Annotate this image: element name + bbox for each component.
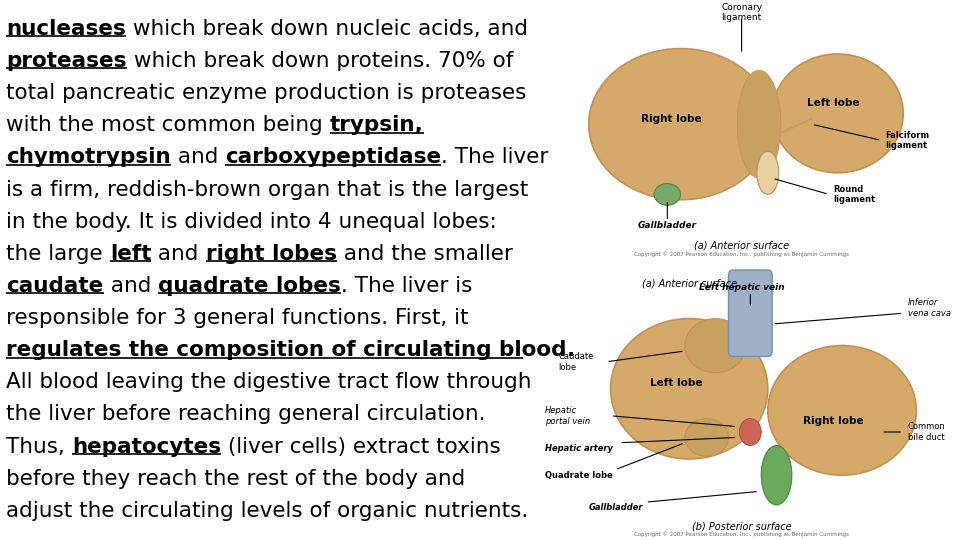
Text: the liver before reaching general circulation.: the liver before reaching general circul… xyxy=(7,404,486,424)
Text: Left lobe: Left lobe xyxy=(650,379,703,388)
Ellipse shape xyxy=(611,319,768,459)
Text: adjust the circulating levels of organic nutrients.: adjust the circulating levels of organic… xyxy=(7,501,529,521)
Ellipse shape xyxy=(761,446,792,505)
Ellipse shape xyxy=(768,346,916,475)
Text: right lobes: right lobes xyxy=(205,244,337,264)
Ellipse shape xyxy=(772,54,903,173)
FancyBboxPatch shape xyxy=(729,270,772,356)
Ellipse shape xyxy=(737,70,780,178)
Text: Copyright © 2007 Pearson Education, Inc., publishing as Benjamin Cummings: Copyright © 2007 Pearson Education, Inc.… xyxy=(635,532,849,537)
Text: nucleases: nucleases xyxy=(7,19,126,39)
Text: and: and xyxy=(152,244,205,264)
Text: (liver cells) extract toxins: (liver cells) extract toxins xyxy=(221,436,501,457)
Text: Falciform
ligament: Falciform ligament xyxy=(886,131,930,150)
Text: Quadrate lobe: Quadrate lobe xyxy=(545,471,612,480)
Text: Caudate
lobe: Caudate lobe xyxy=(558,352,593,372)
Text: which break down nucleic acids, and: which break down nucleic acids, and xyxy=(126,19,528,39)
Text: Inferior
vena cava: Inferior vena cava xyxy=(907,298,950,318)
Text: is a firm, reddish-brown organ that is the largest: is a firm, reddish-brown organ that is t… xyxy=(7,179,529,200)
Text: and the smaller: and the smaller xyxy=(337,244,513,264)
Text: quadrate lobes: quadrate lobes xyxy=(157,276,341,296)
Text: total pancreatic enzyme production is proteases: total pancreatic enzyme production is pr… xyxy=(7,83,527,103)
Text: caudate: caudate xyxy=(7,276,104,296)
Text: Round
ligament: Round ligament xyxy=(833,185,876,204)
Text: hepatocytes: hepatocytes xyxy=(72,436,221,457)
Text: .: . xyxy=(566,340,575,360)
Text: before they reach the rest of the body and: before they reach the rest of the body a… xyxy=(7,469,466,489)
Text: . The liver: . The liver xyxy=(442,147,549,167)
Text: ligament: ligament xyxy=(722,14,761,23)
Text: trypsin,: trypsin, xyxy=(330,116,423,136)
Text: Gallbladder: Gallbladder xyxy=(588,503,643,512)
Text: Copyright © 2007 Pearson Education, Inc., publishing as Benjamin Cummings: Copyright © 2007 Pearson Education, Inc.… xyxy=(635,251,849,256)
Text: . The liver is: . The liver is xyxy=(341,276,472,296)
Text: Hepatic artery: Hepatic artery xyxy=(545,444,613,453)
Text: Coronary: Coronary xyxy=(721,3,762,12)
Text: Common
bile duct: Common bile duct xyxy=(907,422,946,442)
Text: Left hepatic vein: Left hepatic vein xyxy=(699,284,784,293)
Text: and: and xyxy=(171,147,226,167)
Text: and: and xyxy=(104,276,157,296)
Text: left: left xyxy=(109,244,152,264)
Text: (b) Posterior surface: (b) Posterior surface xyxy=(692,522,791,532)
Text: regulates the composition of circulating blood: regulates the composition of circulating… xyxy=(7,340,566,360)
Text: Right lobe: Right lobe xyxy=(641,114,702,124)
Text: the large: the large xyxy=(7,244,109,264)
Text: All blood leaving the digestive tract flow through: All blood leaving the digestive tract fl… xyxy=(7,373,532,393)
Text: Left lobe: Left lobe xyxy=(807,98,859,107)
Text: (a) Anterior surface: (a) Anterior surface xyxy=(694,240,789,251)
Ellipse shape xyxy=(588,49,772,200)
Text: with the most common being: with the most common being xyxy=(7,116,330,136)
Ellipse shape xyxy=(739,418,761,445)
Text: chymotrypsin: chymotrypsin xyxy=(7,147,171,167)
Text: Gallbladder: Gallbladder xyxy=(637,221,697,231)
Text: carboxypeptidase: carboxypeptidase xyxy=(226,147,442,167)
Ellipse shape xyxy=(756,151,779,194)
Text: in the body. It is divided into 4 unequal lobes:: in the body. It is divided into 4 unequa… xyxy=(7,212,497,232)
Text: Right lobe: Right lobe xyxy=(803,416,864,426)
Text: proteases: proteases xyxy=(7,51,127,71)
Text: Hepatic
portal vein: Hepatic portal vein xyxy=(545,406,590,426)
Text: responsible for 3 general functions. First, it: responsible for 3 general functions. Fir… xyxy=(7,308,468,328)
Ellipse shape xyxy=(684,418,729,456)
Ellipse shape xyxy=(655,184,681,205)
Text: which break down proteins. 70% of: which break down proteins. 70% of xyxy=(127,51,514,71)
Ellipse shape xyxy=(684,319,746,373)
Text: (a) Anterior surface: (a) Anterior surface xyxy=(641,278,736,288)
Text: Thus,: Thus, xyxy=(7,436,72,457)
